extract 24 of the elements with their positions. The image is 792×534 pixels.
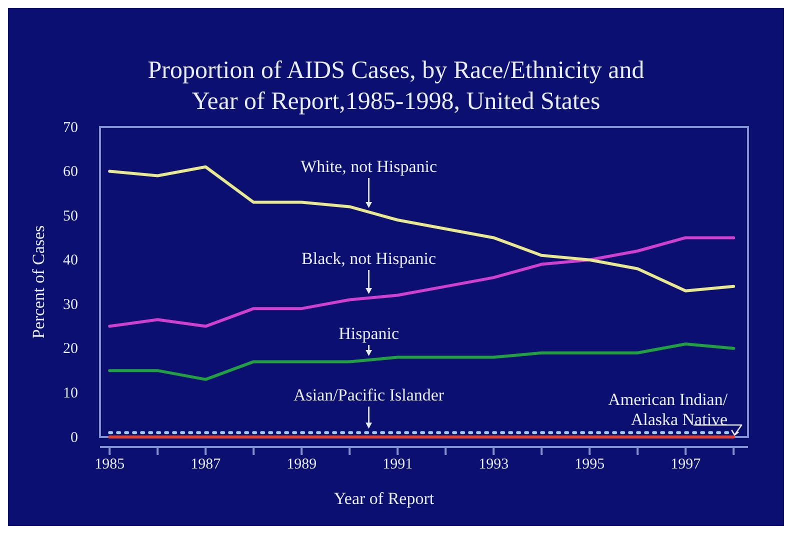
series-label: Asian/Pacific Islander xyxy=(294,386,444,405)
x-tick-label: 1995 xyxy=(574,456,605,473)
chart-title: Proportion of AIDS Cases, by Race/Ethnicity and Year of Report,1985-1998, United States xyxy=(148,57,645,115)
y-axis-title: Percent of Cases xyxy=(29,225,48,339)
x-tick-label: 1997 xyxy=(670,456,702,473)
line-series xyxy=(108,236,736,328)
line-series xyxy=(108,342,736,381)
x-tick-label: 1991 xyxy=(382,456,413,473)
y-tick-label: 40 xyxy=(63,252,78,269)
y-tick-label: 60 xyxy=(63,164,78,180)
y-tick-label: 10 xyxy=(63,386,78,402)
x-axis-title: Year of Report xyxy=(334,489,434,508)
y-tick-label: 50 xyxy=(63,208,78,224)
y-tick-label: 30 xyxy=(63,296,78,313)
series-label: Black, not Hispanic xyxy=(302,248,437,268)
x-tick-label: 1985 xyxy=(94,456,125,473)
series-label: Hispanic xyxy=(338,324,400,343)
series-label: White, not Hispanic xyxy=(300,157,438,176)
y-tick-label: 70 xyxy=(63,120,78,136)
y-tick-label: 20 xyxy=(63,341,78,358)
x-tick-label: 1989 xyxy=(286,456,317,473)
x-tick-label: 1993 xyxy=(478,456,509,473)
x-tick-label: 1987 xyxy=(190,456,222,473)
y-tick-label: 0 xyxy=(70,430,78,446)
